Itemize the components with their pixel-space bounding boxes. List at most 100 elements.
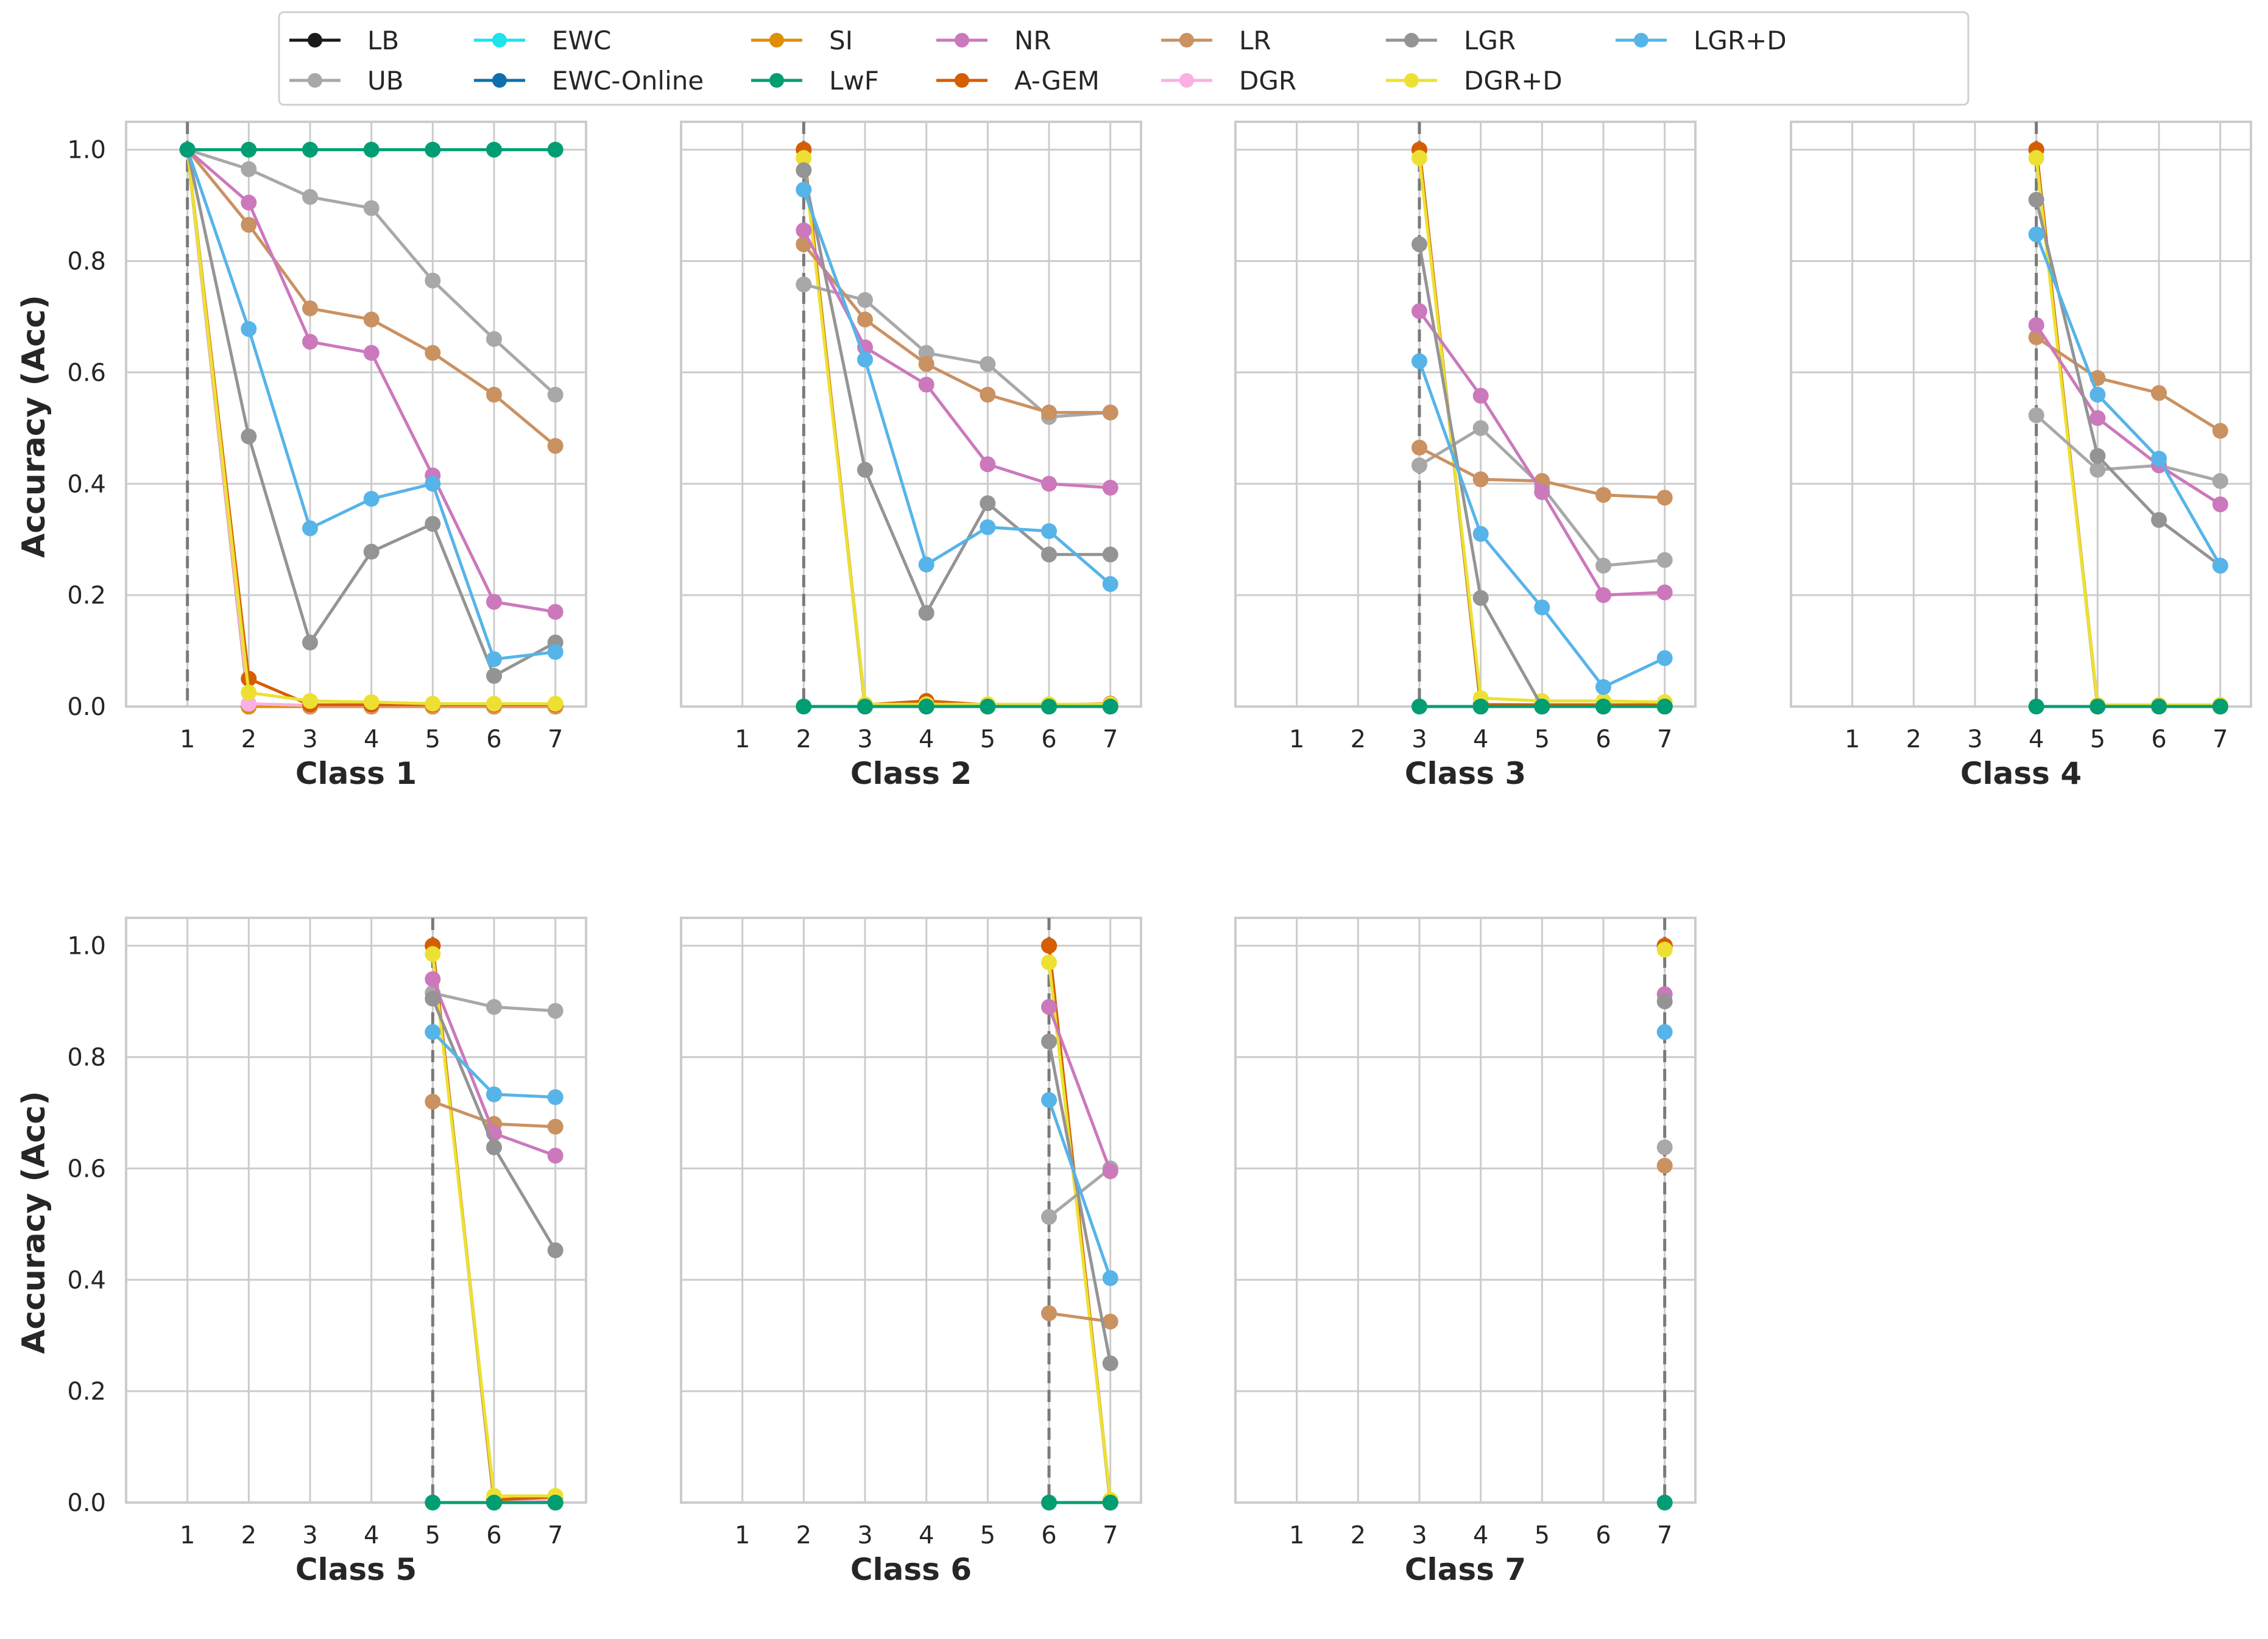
panel-1-point-lgr-d-2	[241, 321, 257, 337]
panel-3-point-lgr-d-3	[1411, 353, 1427, 370]
panel-5-point-ub-7	[547, 1003, 563, 1019]
panel-4-point-lwf-4	[2028, 699, 2044, 714]
panel-6-x-tick-4: 4	[919, 1521, 934, 1549]
panel-7-x-tick-5: 5	[1535, 1521, 1550, 1549]
panel-7-series-dgr-d	[1656, 942, 1673, 958]
panel-1-point-ub-7	[547, 387, 563, 403]
panel-5-frame	[125, 917, 587, 1504]
panel-1-x-tick-2: 2	[241, 725, 256, 753]
panel-6-point-dgr-d-6	[1041, 954, 1057, 971]
legend-item-ewc-online: EWC-Online	[474, 66, 704, 96]
panel-6-x-tick-5: 5	[980, 1521, 995, 1549]
panel-1-point-a-gem-2	[241, 671, 257, 687]
panel-6-series-nr	[1041, 999, 1118, 1179]
legend-label-ewc: EWC	[552, 26, 611, 55]
panel-1-point-lwf-1	[179, 141, 196, 158]
panel-2-point-ub-2	[796, 277, 812, 292]
panel-7-frame	[1234, 917, 1697, 1504]
panel-2-series-lgr-d	[796, 182, 1118, 592]
legend-label-lgr: LGR	[1464, 26, 1516, 55]
legend-item-lgr-d: LGR+D	[1616, 26, 1787, 55]
panel-2-point-lwf-5	[980, 699, 996, 714]
panel-3-point-ub-6	[1595, 557, 1611, 574]
panel-2-point-dgr-d-2	[796, 150, 812, 166]
panel-1-point-dgr-d-4	[363, 694, 380, 710]
panel-4-background	[1791, 122, 2251, 707]
panel-7-series-lwf	[1656, 1495, 1673, 1510]
panel-4-line-lgr	[2035, 199, 2222, 567]
panel-3-point-dgr-d-3	[1411, 150, 1427, 166]
panel-4-frame	[1790, 121, 2252, 708]
panel-4-line-ub	[2035, 414, 2221, 483]
panel-7-x-tick-1: 1	[1289, 1521, 1304, 1549]
panel-1-x-tick-3: 3	[302, 725, 317, 753]
panel-2-x-tick-4: 4	[919, 725, 934, 753]
y-axis-label-bottom: Accuracy (Acc)	[16, 1091, 52, 1354]
panel-1-point-lgr-2	[241, 428, 257, 445]
legend-swatch-marker-a-gem	[955, 73, 969, 88]
panel-1-point-nr-2	[241, 194, 257, 211]
panel-2-point-nr-7	[1102, 479, 1118, 496]
panel-1-point-lgr-d-7	[547, 644, 563, 660]
panel-6-x-tick-3: 3	[857, 1521, 872, 1549]
panel-3-background	[1235, 122, 1695, 707]
panel-7: 1 2 3 4 5 6 7 Class 7	[1234, 917, 1697, 1587]
legend-label-lgr-d: LGR+D	[1694, 26, 1787, 55]
legend-item-lwf: LwF	[751, 66, 879, 96]
panel-2-point-lwf-6	[1041, 699, 1057, 714]
panel-3-point-lwf-6	[1595, 699, 1611, 714]
legend-item-dgr: DGR	[1161, 66, 1296, 96]
panel-5-point-lr-5	[425, 1093, 441, 1110]
panel-3-x-tick-6: 6	[1595, 725, 1611, 753]
panel-3-point-lgr-d-6	[1595, 679, 1611, 695]
panel-1-point-lwf-7	[547, 141, 563, 158]
panel-1: 1 2 3 4 5 6 7 0.0 0.2 0.4 0.6 0.8 1.0 Class 1	[67, 121, 587, 791]
panel-3-series-lgr-d	[1411, 353, 1673, 695]
panel-5-y-tick-1: 0.2	[67, 1378, 106, 1406]
panel-4-point-lwf-6	[2151, 699, 2167, 714]
panel-2-point-lgr-3	[857, 462, 873, 478]
panel-3-point-lr-7	[1656, 490, 1673, 506]
panel-2-title: Class 2	[850, 756, 972, 791]
panel-5-point-lgr-6	[486, 1139, 502, 1155]
legend-swatch-marker-lb	[308, 33, 322, 48]
panel-5-y-tick-5: 1.0	[67, 932, 106, 960]
panel-4: 1 2 3 4 5 6 7 Class 4	[1790, 121, 2252, 791]
panel-7-series-ub	[1656, 1139, 1673, 1155]
panel-2-series-lgr	[796, 162, 1118, 621]
panel-6-point-lr-7	[1102, 1313, 1118, 1330]
panel-3-point-lwf-7	[1656, 699, 1673, 714]
panel-3-point-ub-3	[1411, 457, 1427, 474]
panel-4-title: Class 4	[1960, 756, 2082, 791]
legend-label-dgr-d: DGR+D	[1464, 66, 1563, 96]
panel-1-point-lgr-4	[363, 543, 380, 560]
panel-5-point-nr-5	[425, 971, 441, 987]
legend-item-nr: NR	[936, 26, 1051, 55]
panel-3-point-ub-4	[1472, 420, 1489, 436]
legend-item-ewc: EWC	[474, 26, 611, 55]
panel-7-point-lgr-7	[1656, 993, 1673, 1010]
panel-6-x-tick-2: 2	[796, 1521, 811, 1549]
legend-label-dgr: DGR	[1239, 66, 1296, 96]
panel-5-point-lwf-7	[547, 1495, 563, 1510]
panel-1-point-lr-2	[241, 217, 257, 233]
panel-6-point-lgr-6	[1041, 1034, 1057, 1049]
panel-3-point-lwf-4	[1472, 699, 1489, 714]
panel-5-y-tick-2: 0.4	[67, 1266, 106, 1294]
panel-1-point-ub-5	[425, 272, 441, 289]
panel-5-point-lgr-5	[425, 990, 441, 1007]
panel-3-point-nr-3	[1411, 303, 1427, 319]
panel-5-series-lr	[425, 1093, 563, 1135]
legend-swatch-marker-ewc	[492, 33, 507, 48]
legend-label-lb: LB	[367, 26, 399, 55]
panel-7-background	[1235, 918, 1695, 1503]
panel-5-series-lgr	[425, 990, 563, 1258]
panel-2-point-nr-6	[1041, 476, 1057, 492]
panel-3-point-ub-7	[1656, 552, 1673, 568]
panel-4-point-nr-4	[2028, 317, 2044, 333]
legend-label-lwf: LwF	[829, 66, 879, 96]
panel-1-point-lr-5	[425, 345, 441, 361]
panel-7-x-tick-2: 2	[1351, 1521, 1366, 1549]
panel-4-point-lr-7	[2212, 423, 2228, 439]
panel-4-point-dgr-d-4	[2028, 150, 2044, 166]
